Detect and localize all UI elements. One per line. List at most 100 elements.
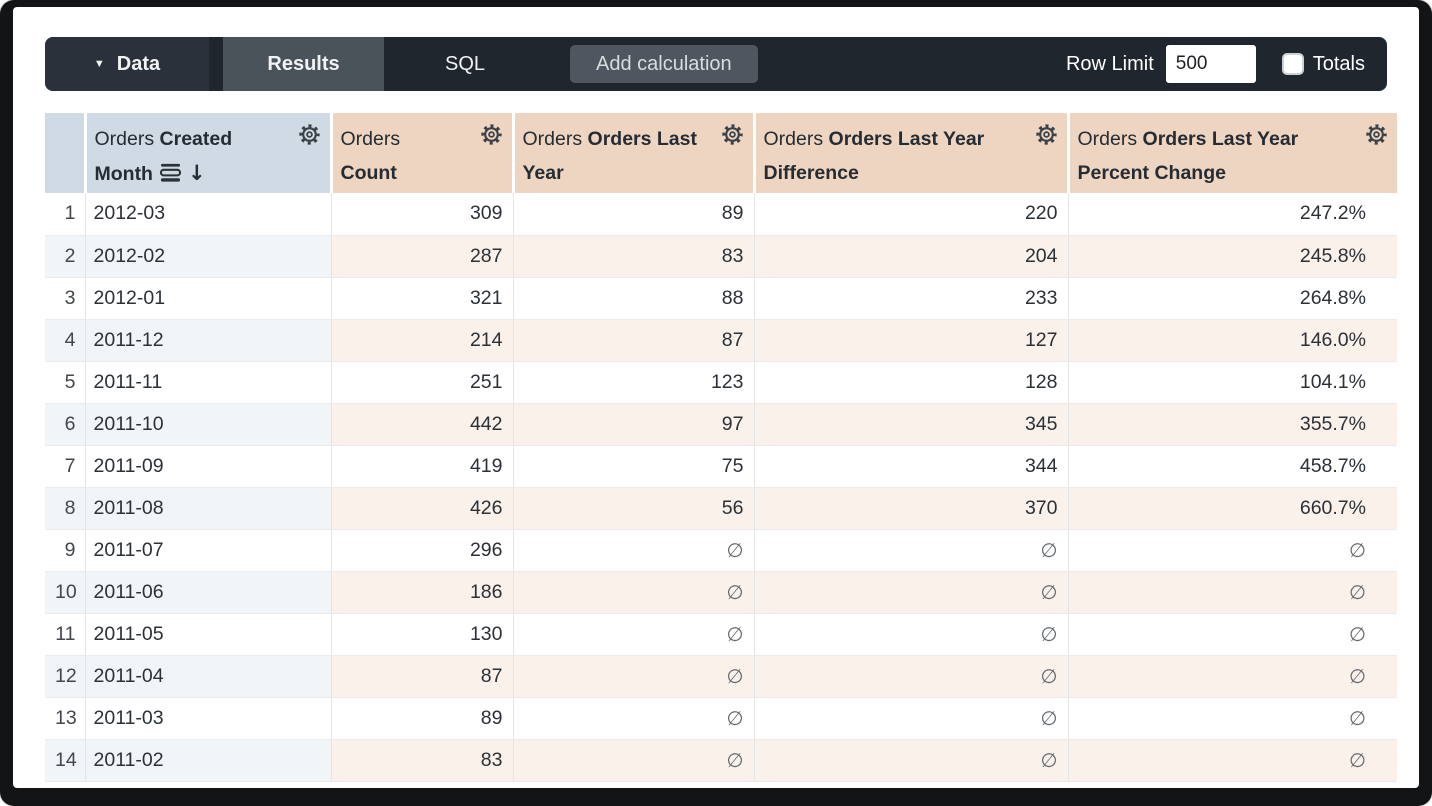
- dimension-cell[interactable]: 2011-06: [85, 571, 332, 614]
- measure-cell[interactable]: 660.7%: [1068, 487, 1397, 530]
- data-dropdown[interactable]: ▼ Data: [45, 37, 209, 91]
- tab-results[interactable]: Results: [223, 37, 384, 91]
- measure-cell[interactable]: 87: [331, 655, 514, 698]
- measure-cell[interactable]: 426: [331, 487, 514, 530]
- measure-cell[interactable]: 88: [513, 277, 755, 320]
- measure-cell[interactable]: 127: [754, 319, 1069, 362]
- measure-cell[interactable]: ∅: [1068, 529, 1397, 572]
- measure-cell[interactable]: 245.8%: [1068, 235, 1397, 278]
- measure-cell[interactable]: 247.2%: [1068, 193, 1397, 236]
- measure-cell[interactable]: ∅: [513, 655, 755, 698]
- row-number-cell: 3: [45, 277, 86, 320]
- measure-cell[interactable]: 233: [754, 277, 1069, 320]
- measure-cell[interactable]: ∅: [513, 571, 755, 614]
- table-row: 10 2011-06 186 ∅ ∅ ∅: [45, 571, 1397, 614]
- measure-cell[interactable]: ∅: [754, 613, 1069, 656]
- dimension-cell[interactable]: 2011-04: [85, 655, 332, 698]
- dimension-cell[interactable]: 2011-02: [85, 739, 332, 782]
- measure-cell[interactable]: 87: [513, 319, 755, 362]
- tab-sql[interactable]: SQL: [444, 52, 486, 75]
- field-label: Created Month: [94, 128, 233, 185]
- measure-cell[interactable]: 146.0%: [1068, 319, 1397, 362]
- measure-cell[interactable]: 458.7%: [1068, 445, 1397, 488]
- row-number-cell: 9: [45, 529, 86, 572]
- row-number-cell: 13: [45, 697, 86, 740]
- column-header-count[interactable]: Orders Count: [331, 113, 515, 193]
- measure-cell[interactable]: ∅: [754, 739, 1069, 782]
- measure-cell[interactable]: 321: [331, 277, 514, 320]
- table-row: 9 2011-07 296 ∅ ∅ ∅: [45, 529, 1397, 572]
- dimension-cell[interactable]: 2012-03: [85, 193, 332, 236]
- measure-cell[interactable]: ∅: [1068, 739, 1397, 782]
- dimension-cell[interactable]: 2011-09: [85, 445, 332, 488]
- measure-cell[interactable]: 128: [754, 361, 1069, 404]
- measure-cell[interactable]: 355.7%: [1068, 403, 1397, 446]
- measure-cell[interactable]: 220: [754, 193, 1069, 236]
- sort-icon[interactable]: [159, 162, 182, 183]
- dimension-cell[interactable]: 2011-12: [85, 319, 332, 362]
- dimension-cell[interactable]: 2011-11: [85, 361, 332, 404]
- measure-cell[interactable]: 130: [331, 613, 514, 656]
- caret-down-icon: ▼: [93, 57, 105, 70]
- measure-cell[interactable]: 419: [331, 445, 514, 488]
- measure-cell[interactable]: 264.8%: [1068, 277, 1397, 320]
- column-header-orders-last-year-difference[interactable]: Orders Orders Last Year Difference: [754, 113, 1070, 193]
- measure-cell[interactable]: 287: [331, 235, 514, 278]
- measure-cell[interactable]: ∅: [1068, 571, 1397, 614]
- table-row: 6 2011-10 442 97 345 355.7%: [45, 403, 1397, 446]
- dimension-cell[interactable]: 2011-03: [85, 697, 332, 740]
- dimension-cell[interactable]: 2011-10: [85, 403, 332, 446]
- measure-cell[interactable]: ∅: [513, 739, 755, 782]
- measure-cell[interactable]: 123: [513, 361, 755, 404]
- dimension-cell[interactable]: 2011-07: [85, 529, 332, 572]
- gear-icon[interactable]: [721, 123, 744, 146]
- column-header-created-month[interactable]: Orders Created Month ↓: [85, 113, 333, 193]
- table-row: 11 2011-05 130 ∅ ∅ ∅: [45, 613, 1397, 656]
- measure-cell[interactable]: 89: [513, 193, 755, 236]
- column-header-orders-last-year-percent-change[interactable]: Orders Orders Last Year Percent Change: [1068, 113, 1397, 193]
- measure-cell[interactable]: 296: [331, 529, 514, 572]
- dimension-cell[interactable]: 2012-01: [85, 277, 332, 320]
- measure-cell[interactable]: ∅: [513, 613, 755, 656]
- gear-icon[interactable]: [1035, 123, 1058, 146]
- measure-cell[interactable]: ∅: [754, 529, 1069, 572]
- gear-icon[interactable]: [1365, 123, 1388, 146]
- measure-cell[interactable]: 75: [513, 445, 755, 488]
- measure-cell[interactable]: 309: [331, 193, 514, 236]
- measure-cell[interactable]: ∅: [513, 697, 755, 740]
- measure-cell[interactable]: 370: [754, 487, 1069, 530]
- measure-cell[interactable]: ∅: [1068, 655, 1397, 698]
- measure-cell[interactable]: 186: [331, 571, 514, 614]
- measure-cell[interactable]: 204: [754, 235, 1069, 278]
- measure-cell[interactable]: ∅: [754, 571, 1069, 614]
- dimension-cell[interactable]: 2012-02: [85, 235, 332, 278]
- column-header-orders-last-year[interactable]: Orders Orders Last Year: [513, 113, 756, 193]
- measure-cell[interactable]: 442: [331, 403, 514, 446]
- gear-icon[interactable]: [480, 123, 503, 146]
- measure-cell[interactable]: 104.1%: [1068, 361, 1397, 404]
- measure-cell[interactable]: 56: [513, 487, 755, 530]
- dimension-cell[interactable]: 2011-08: [85, 487, 332, 530]
- dimension-cell[interactable]: 2011-05: [85, 613, 332, 656]
- gear-icon[interactable]: [298, 123, 321, 146]
- measure-cell[interactable]: 89: [331, 697, 514, 740]
- measure-cell[interactable]: 83: [513, 235, 755, 278]
- table-body: 1 2012-03 309 89 220 247.2% 2 2012-02 287 83 204 24…: [45, 193, 1397, 782]
- measure-cell[interactable]: 214: [331, 319, 514, 362]
- results-table: Orders Created Month ↓ Orders Count Order…: [45, 113, 1397, 782]
- measure-cell[interactable]: 344: [754, 445, 1069, 488]
- measure-cell[interactable]: ∅: [1068, 613, 1397, 656]
- measure-cell[interactable]: ∅: [1068, 697, 1397, 740]
- measure-cell[interactable]: 251: [331, 361, 514, 404]
- measure-cell[interactable]: 97: [513, 403, 755, 446]
- measure-cell[interactable]: 345: [754, 403, 1069, 446]
- view-label: Orders: [340, 128, 401, 150]
- add-calculation-button[interactable]: Add calculation: [570, 45, 758, 83]
- measure-cell[interactable]: ∅: [754, 697, 1069, 740]
- row-number-cell: 14: [45, 739, 86, 782]
- totals-checkbox[interactable]: [1281, 53, 1304, 75]
- measure-cell[interactable]: ∅: [513, 529, 755, 572]
- measure-cell[interactable]: 83: [331, 739, 514, 782]
- measure-cell[interactable]: ∅: [754, 655, 1069, 698]
- row-limit-input[interactable]: [1165, 45, 1256, 83]
